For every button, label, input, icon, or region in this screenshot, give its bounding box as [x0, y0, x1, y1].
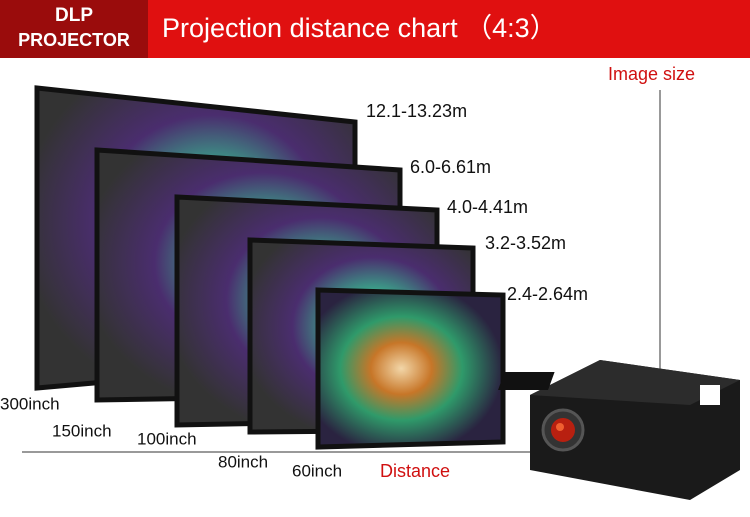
image-size-label: Image size [608, 64, 695, 84]
distance-value: 6.0-6.61m [410, 157, 491, 177]
screen [315, 287, 506, 450]
projector [498, 360, 740, 500]
distance-value: 12.1-13.23m [366, 101, 467, 121]
badge-text: DLP [55, 5, 93, 26]
screen-size: 80inch [218, 452, 268, 471]
screen-size: 300inch [0, 394, 60, 413]
distance-value: 4.0-4.41m [447, 197, 528, 217]
distance-label: Distance [380, 461, 450, 481]
screen-size: 100inch [137, 429, 197, 448]
screen-size: 150inch [52, 421, 112, 440]
screen-size: 60inch [292, 461, 342, 480]
title: Projection distance chart （4:3） [162, 13, 557, 43]
distance-value: 3.2-3.52m [485, 233, 566, 253]
distance-value: 2.4-2.64m [507, 284, 588, 304]
header-badge [0, 0, 148, 58]
badge-text: PROJECTOR [18, 30, 130, 50]
screens: 12.1-13.23m 300inch 6.0-6.61m 150inch 4.0-4.… [0, 85, 588, 480]
